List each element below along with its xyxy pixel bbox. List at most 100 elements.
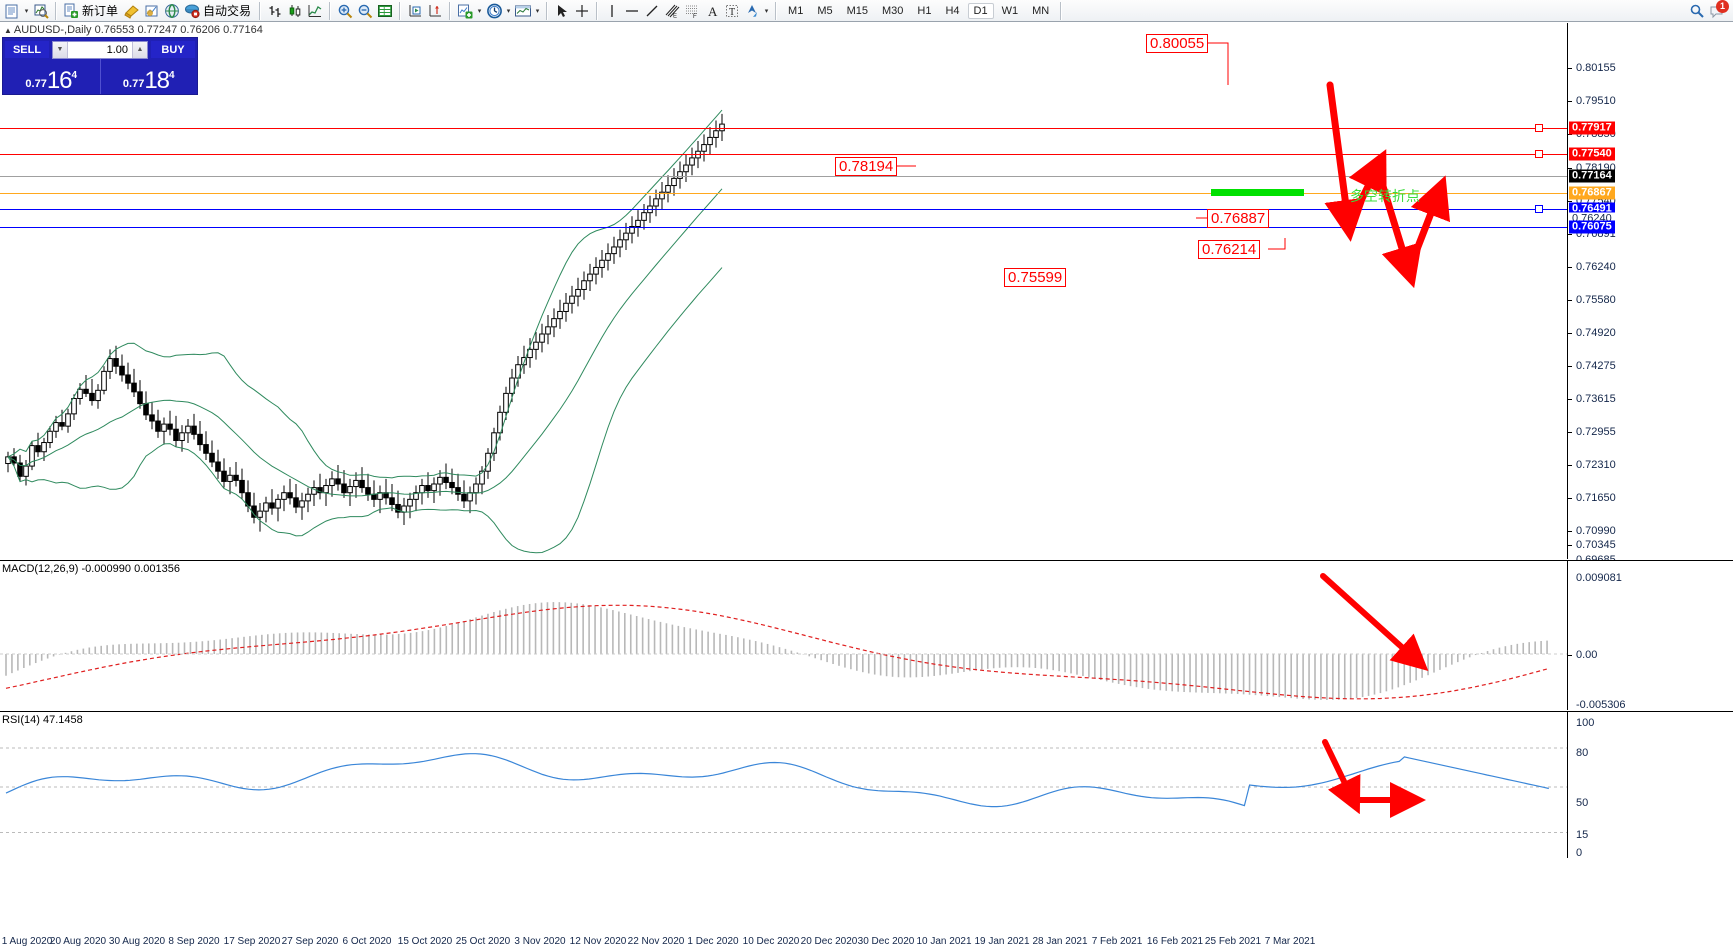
annotation-label-078194[interactable]: 0.78194 <box>835 157 898 176</box>
indicator-dropdown-caret[interactable]: ▾ <box>477 7 482 15</box>
trendline-icon[interactable] <box>642 1 662 21</box>
symbol-open: 0.76553 <box>94 24 135 36</box>
equidistant-channel-icon[interactable]: E <box>662 1 682 21</box>
price-tag-077917[interactable]: 0.77917 <box>1569 121 1615 135</box>
notifications-icon[interactable]: 1 <box>1707 0 1729 21</box>
sell-button[interactable]: SELL <box>5 41 49 58</box>
level-line-077917[interactable] <box>0 128 1567 129</box>
annotation-label-076214[interactable]: 0.76214 <box>1198 240 1261 259</box>
annotation-label-076887[interactable]: 0.76887 <box>1207 209 1270 228</box>
main-toolbar: ▾ 新订单 自动交易 ▾ <box>0 0 1733 22</box>
templates-dropdown-caret[interactable]: ▾ <box>535 7 540 15</box>
green-zone-highlight[interactable] <box>1211 189 1304 196</box>
rsi-pane[interactable]: RSI(14) 47.1458 100 80 50 15 0 <box>0 711 1733 859</box>
candlestick-chart-icon[interactable] <box>285 1 305 21</box>
level-line-077540[interactable] <box>0 154 1567 155</box>
arrows-icon[interactable] <box>742 1 762 21</box>
volume-stepper[interactable]: ▼ 1.00 ▲ <box>52 40 148 59</box>
zoom-out-icon[interactable] <box>355 1 375 21</box>
timeframe-m30[interactable]: M30 <box>882 4 904 17</box>
one-click-trading-panel[interactable]: SELL ▼ 1.00 ▲ BUY 0.77 16 4 0.77 18 <box>2 37 198 95</box>
price-annotation-arrows <box>1324 81 1451 289</box>
price-tag-076075[interactable]: 0.76075 <box>1569 220 1615 234</box>
price-plot[interactable]: 0.80055 0.78194 0.76887 0.76214 0.75599 … <box>0 23 1567 559</box>
cursor-icon[interactable] <box>552 1 572 21</box>
date-tick: 27 Sep 2020 <box>281 936 339 947</box>
level-handle-077540[interactable] <box>1535 150 1543 158</box>
toolbar-separator <box>1060 1 1063 20</box>
autotrading-globe-icon[interactable] <box>162 1 182 21</box>
timeframe-w1[interactable]: W1 <box>1001 4 1019 17</box>
price-tag-077540[interactable]: 0.77540 <box>1569 147 1615 161</box>
search-icon[interactable] <box>1687 1 1707 21</box>
chart-shift-icon[interactable] <box>425 1 445 21</box>
price-tick: 0.72955 <box>1568 426 1733 438</box>
price-pane[interactable]: 0.80055 0.78194 0.76887 0.76214 0.75599 … <box>0 23 1733 566</box>
chart-profiles-icon[interactable] <box>31 1 51 21</box>
level-line-076867[interactable] <box>0 193 1567 194</box>
price-axis[interactable]: 0.801550.795100.788500.781900.775400.768… <box>1567 23 1733 566</box>
crosshair-icon[interactable] <box>572 1 592 21</box>
date-tick: 16 Feb 2021 <box>1146 936 1204 947</box>
bar-chart-icon[interactable] <box>265 1 285 21</box>
bid-quote[interactable]: 0.77 16 4 <box>3 59 100 94</box>
metaeditor-icon[interactable] <box>122 1 142 21</box>
volume-decrease-button[interactable]: ▼ <box>53 41 68 58</box>
date-tick: 15 Oct 2020 <box>397 936 453 947</box>
chart-container[interactable]: 0.80055 0.78194 0.76887 0.76214 0.75599 … <box>0 23 1733 948</box>
auto-scroll-icon[interactable] <box>405 1 425 21</box>
volume-increase-button[interactable]: ▲ <box>132 41 147 58</box>
price-tick: 0.75580 <box>1568 294 1733 306</box>
level-line-076491[interactable] <box>0 209 1567 210</box>
horizontal-line-icon[interactable] <box>622 1 642 21</box>
level-handle-076491[interactable] <box>1535 205 1543 213</box>
data-window-icon[interactable] <box>375 1 395 21</box>
text-label-icon[interactable]: T <box>722 1 742 21</box>
level-handle-077917[interactable] <box>1535 124 1543 132</box>
collapse-triangle-icon[interactable]: ▲ <box>4 26 12 35</box>
timeframe-d1[interactable]: D1 <box>967 2 994 19</box>
annotation-label-080055[interactable]: 0.80055 <box>1146 34 1209 53</box>
new-chart-dropdown-caret[interactable]: ▾ <box>24 7 29 15</box>
macd-axis[interactable]: 0.009081 0.00 -0.005306 <box>1567 561 1733 711</box>
symbol-low: 0.76206 <box>180 24 221 36</box>
price-tag-076867[interactable]: 0.76867 <box>1569 186 1615 200</box>
autotrading-label[interactable]: 自动交易 <box>203 4 252 18</box>
price-tag-076491[interactable]: 0.76491 <box>1569 202 1615 216</box>
timeframe-h4[interactable]: H4 <box>945 4 960 17</box>
zoom-in-icon[interactable] <box>335 1 355 21</box>
timeframe-m15[interactable]: M15 <box>846 4 868 17</box>
rsi-plot[interactable]: RSI(14) 47.1458 <box>0 712 1567 858</box>
line-chart-icon[interactable] <box>305 1 325 21</box>
new-chart-icon[interactable] <box>2 1 22 21</box>
new-order-icon[interactable] <box>61 1 81 21</box>
macd-plot[interactable]: MACD(12,26,9) -0.000990 0.001356 <box>0 561 1567 710</box>
annotation-label-075599[interactable]: 0.75599 <box>1004 268 1067 287</box>
date-tick: 7 Feb 2021 <box>1091 936 1143 947</box>
ask-quote[interactable]: 0.77 18 4 <box>101 59 198 94</box>
macd-pane[interactable]: MACD(12,26,9) -0.000990 0.001356 0.00908… <box>0 560 1733 711</box>
period-dropdown-caret[interactable]: ▾ <box>506 7 511 15</box>
buy-button[interactable]: BUY <box>151 41 195 58</box>
price-tag-077164[interactable]: 0.77164 <box>1569 169 1615 183</box>
volume-value[interactable]: 1.00 <box>106 43 128 56</box>
text-icon[interactable]: A <box>702 1 722 21</box>
date-tick: 22 Nov 2020 <box>627 936 685 947</box>
ask-main: 18 <box>144 67 170 94</box>
vertical-line-icon[interactable] <box>602 1 622 21</box>
timeframe-m1[interactable]: M1 <box>788 4 804 17</box>
timeframe-h1[interactable]: H1 <box>917 4 932 17</box>
arrows-dropdown-caret[interactable]: ▾ <box>764 7 769 15</box>
level-line-076075[interactable] <box>0 227 1567 228</box>
fibonacci-icon[interactable]: F <box>682 1 702 21</box>
add-indicator-icon[interactable] <box>455 1 475 21</box>
rsi-axis[interactable]: 100 80 50 15 0 <box>1567 712 1733 859</box>
expert-advisors-icon[interactable] <box>142 1 162 21</box>
timeframe-mn[interactable]: MN <box>1032 4 1050 17</box>
period-clock-icon[interactable] <box>484 1 504 21</box>
autotrading-icon[interactable] <box>182 1 202 21</box>
timeframe-m5[interactable]: M5 <box>817 4 833 17</box>
new-order-label[interactable]: 新订单 <box>82 4 119 18</box>
templates-icon[interactable] <box>513 1 533 21</box>
date-tick: 8 Sep 2020 <box>168 936 220 947</box>
